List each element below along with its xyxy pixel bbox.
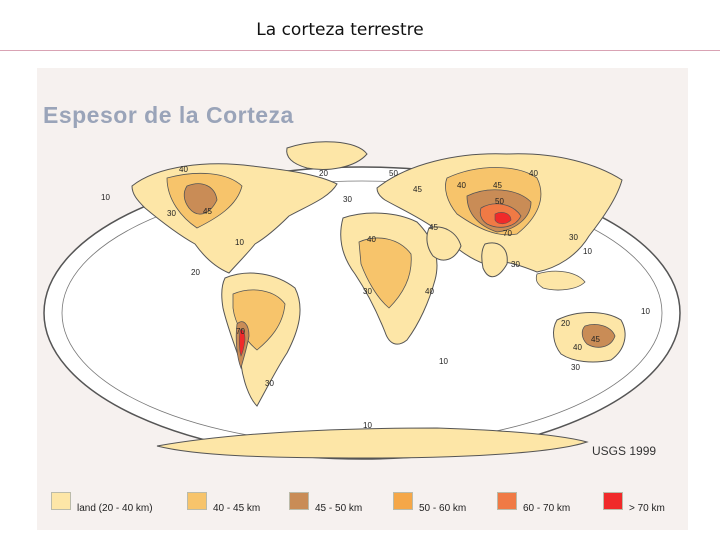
slide-title: La corteza terrestre [256,20,424,40]
andes-gt70-zone [239,329,246,357]
india [481,242,508,278]
legend-label: 60 - 70 km [523,503,571,514]
legend-label: 50 - 60 km [419,503,467,514]
contour-label: 45 [591,335,600,344]
legend-swatch [51,492,71,510]
map-heading: Espesor de la Corteza [43,102,294,128]
contour-label: 20 [191,268,200,277]
contour-label: 30 [167,209,176,218]
contour-label: 50 [495,197,504,206]
contour-label: 40 [573,343,582,352]
contour-label: 20 [319,169,328,178]
map-figure: 40 20 10 30 45 10 20 70 30 30 40 40 30 5… [37,68,688,530]
africa-40-45-zone [358,237,412,309]
contour-label: 40 [529,169,538,178]
contour-label: 10 [641,307,650,316]
se-asia-islands [535,270,586,291]
contour-label: 50 [389,169,398,178]
legend-swatch [603,492,623,510]
legend-label: 45 - 50 km [315,503,363,514]
contour-label: 30 [571,363,580,372]
legend-swatch [497,492,517,510]
contour-label: 10 [101,193,110,202]
contour-label: 40 [457,181,466,190]
contour-label: 10 [235,238,244,247]
contour-label: 40 [179,165,188,174]
legend-label: 40 - 45 km [213,503,261,514]
legend-label: > 70 km [629,503,665,514]
contour-label: 30 [569,233,578,242]
contour-label: 10 [583,247,592,256]
arabia [426,226,462,261]
contour-labels: 40 20 10 30 45 10 20 70 30 30 40 40 30 5… [101,165,650,430]
antarctica [156,427,589,459]
contour-label: 30 [511,260,520,269]
tibet-gt70-zone [494,212,512,225]
contour-label: 30 [343,195,352,204]
contour-label: 70 [503,229,512,238]
title-divider [0,50,720,51]
australia-45-50-zone [581,324,616,348]
contour-label: 20 [561,319,570,328]
legend: land (20 - 40 km) 40 - 45 km 45 - 50 km … [51,492,681,522]
contour-label: 70 [236,327,245,336]
na-45-50-zone [183,183,218,215]
legend-swatch [187,492,207,510]
source-credit: USGS 1999 [592,444,657,458]
contour-label: 30 [363,287,372,296]
contour-label: 40 [367,235,376,244]
contour-label: 40 [425,287,434,296]
contour-label: 45 [203,207,212,216]
legend-swatch [393,492,413,510]
legend-swatch [289,492,309,510]
contour-label: 45 [429,223,438,232]
greenland [286,141,368,170]
contour-label: 45 [413,185,422,194]
contour-label: 45 [493,181,502,190]
contour-label: 10 [439,357,448,366]
world-crust-map: 40 20 10 30 45 10 20 70 30 30 40 40 30 5… [43,141,681,460]
contour-label: 30 [265,379,274,388]
contour-label: 10 [363,421,372,430]
legend-label: land (20 - 40 km) [77,503,153,514]
